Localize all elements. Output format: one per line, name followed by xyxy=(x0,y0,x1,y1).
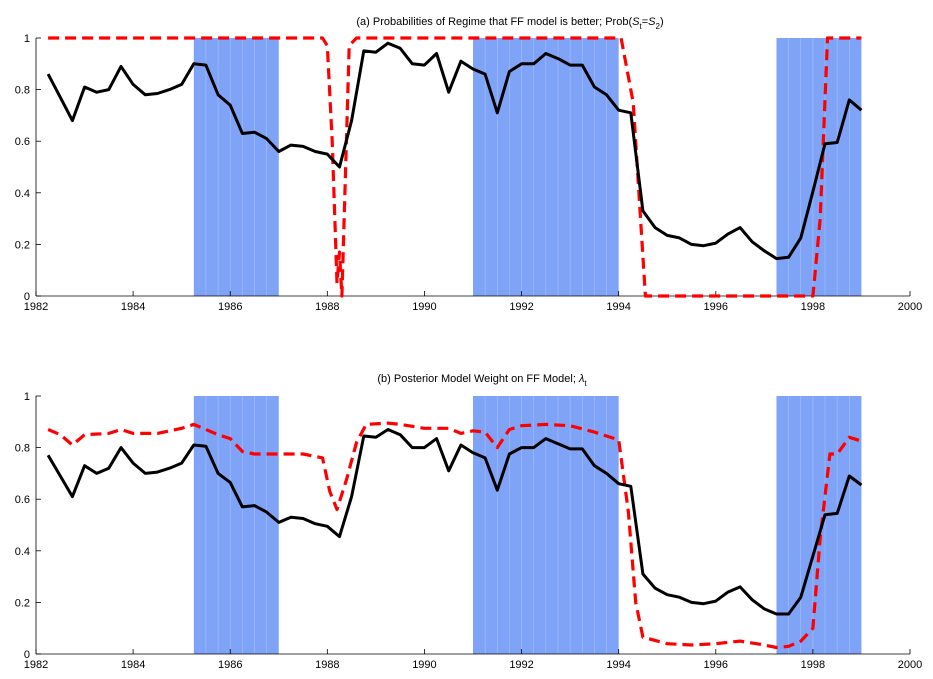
panel-a-black-solid-series xyxy=(46,41,863,261)
panel-b-y-tick-label: 0.8 xyxy=(15,443,30,455)
panel-b-x-tick-label: 1998 xyxy=(801,659,825,671)
panel-a-shade-0 xyxy=(193,38,279,296)
panel-b-y-tick-label: 0 xyxy=(24,649,30,661)
panel-a-x-tick-label: 1996 xyxy=(704,301,728,313)
panel-a-x-tick-label: 1988 xyxy=(315,301,339,313)
panel-b-x-tick-label: 1990 xyxy=(412,659,436,671)
panel-a-x-tick-label: 1998 xyxy=(801,301,825,313)
panel-b-y-tick-label: 0.2 xyxy=(15,597,30,609)
panel-a-x-tick-label: 1992 xyxy=(509,301,533,313)
panel-a-x-tick-label: 1982 xyxy=(24,301,48,313)
panel-b-y-tick-label: 0.6 xyxy=(15,494,30,506)
panel-b-red-dashed-series xyxy=(47,421,862,650)
panel-a-y-tick-label: 0.2 xyxy=(15,239,30,251)
panel-a-red-dashed-series xyxy=(48,36,862,298)
panel-b-x-tick-label: 1982 xyxy=(24,659,48,671)
panel-b-y-tick-label: 0.4 xyxy=(15,546,30,558)
panel-a-y-tick-label: 0.4 xyxy=(15,188,30,200)
panel-a-y-tick-label: 1 xyxy=(24,33,30,45)
panel-a-axes: 1982 1984 1986 1988 1990 1992 1994 1996 1998 2000… xyxy=(15,33,923,313)
panel-b-series xyxy=(46,421,863,650)
panel-a-y-tick-label: 0 xyxy=(24,291,30,303)
panel-a-x-tick-label: 1986 xyxy=(218,301,242,313)
panel-b: 1982 1984 1986 1988 1990 1992 1994 1996 1998 2000… xyxy=(15,373,923,671)
panel-b-x-tick-label: 1986 xyxy=(218,659,242,671)
panel-a-x-tick-label: 1994 xyxy=(606,301,630,313)
panel-a-x-tick-label: 2000 xyxy=(898,301,922,313)
panel-a-shaded-periods xyxy=(193,38,862,296)
panel-a-series xyxy=(46,36,863,298)
panel-b-x-tick-label: 2000 xyxy=(898,659,922,671)
panel-b-x-tick-label: 1996 xyxy=(704,659,728,671)
panel-b-x-tick-label: 1984 xyxy=(121,659,145,671)
panel-b-black-solid-series xyxy=(46,428,863,616)
panel-b-x-tick-label: 1988 xyxy=(315,659,339,671)
panel-b-y-tick-label: 1 xyxy=(24,391,30,403)
panel-a-y-tick-label: 0.6 xyxy=(15,136,30,148)
panel-b-axes: 1982 1984 1986 1988 1990 1992 1994 1996 1998 2000… xyxy=(15,391,923,671)
panel-a-x-tick-label: 1990 xyxy=(412,301,436,313)
panel-b-shaded-periods xyxy=(193,396,862,654)
panel-b-x-tick-label: 1992 xyxy=(509,659,533,671)
panel-b-title: (b) Posterior Model Weight on FF Model; … xyxy=(377,373,587,388)
panel-a-y-tick-label: 0.8 xyxy=(15,85,30,97)
panel-a-title: (a) Probabilities of Regime that FF mode… xyxy=(356,16,663,31)
panel-a-x-tick-label: 1984 xyxy=(121,301,145,313)
panel-b-shade-0 xyxy=(193,396,279,654)
panel-a: 1982 1984 1986 1988 1990 1992 1994 1996 1998 2000… xyxy=(15,16,923,313)
panel-b-x-tick-label: 1994 xyxy=(606,659,630,671)
